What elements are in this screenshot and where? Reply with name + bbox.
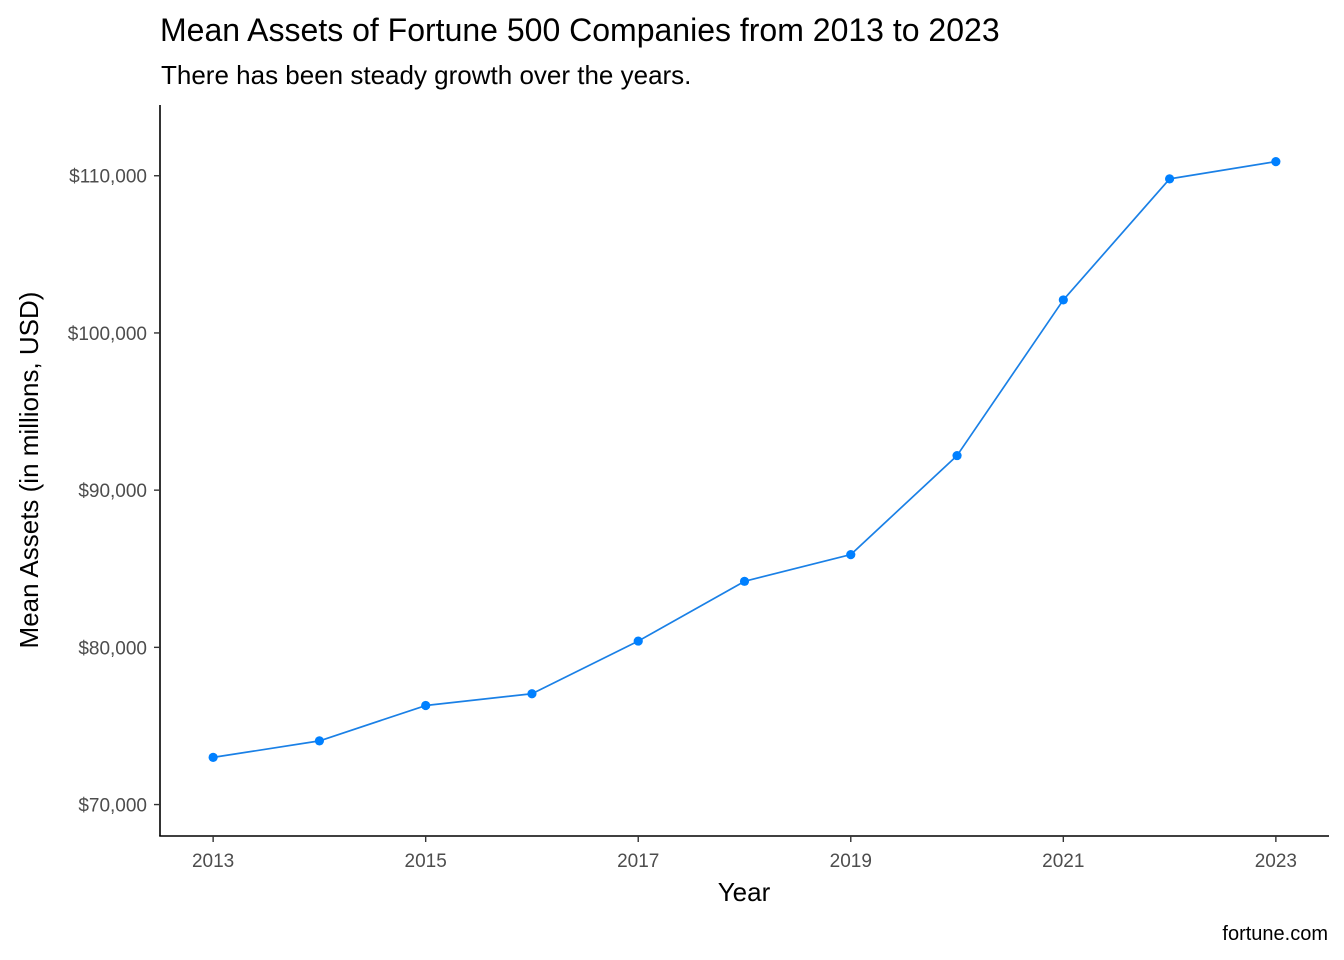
y-tick-label: $80,000 — [78, 638, 147, 659]
chart-subtitle: There has been steady growth over the ye… — [161, 60, 691, 90]
data-point-2016 — [527, 689, 537, 699]
series-line — [213, 160, 1276, 759]
x-tick-label: 2023 — [1255, 851, 1297, 872]
data-point-2019 — [846, 550, 856, 560]
x-tick-label: 2021 — [1042, 851, 1084, 872]
x-axis-title: Year — [718, 877, 771, 907]
data-point-2018 — [739, 576, 750, 586]
chart-title: Mean Assets of Fortune 500 Companies fro… — [160, 12, 1000, 48]
y-tick-label: $70,000 — [78, 796, 147, 817]
data-point-2023 — [1271, 156, 1281, 167]
data-point-2013 — [208, 752, 218, 763]
y-tick-label: $100,000 — [68, 324, 147, 345]
x-tick-label: 2017 — [617, 851, 659, 872]
plot-area: $70,000 $80,000 $90,000 $100,000 $110,000 20… — [68, 105, 1329, 872]
x-tick-label: 2013 — [192, 851, 234, 872]
data-point-2014 — [314, 736, 325, 746]
y-axis-title: Mean Assets (in millions, USD) — [14, 292, 44, 649]
data-point-2020 — [952, 450, 962, 461]
y-tick-label: $110,000 — [69, 167, 147, 188]
data-point-2022 — [1164, 174, 1175, 184]
y-tick-label: $90,000 — [78, 481, 147, 502]
x-tick-label: 2019 — [830, 851, 872, 872]
data-point-2015 — [421, 700, 431, 711]
x-axis-ticks: 2013 2015 2017 2019 2021 2023 — [192, 836, 1297, 872]
y-axis-ticks: $70,000 $80,000 $90,000 $100,000 $110,000 — [68, 167, 160, 817]
x-tick-label: 2015 — [405, 851, 447, 872]
data-point-2017 — [633, 636, 643, 646]
series-group — [208, 156, 1281, 763]
chart-caption: fortune.com — [1222, 923, 1328, 945]
data-point-2021 — [1058, 295, 1068, 305]
